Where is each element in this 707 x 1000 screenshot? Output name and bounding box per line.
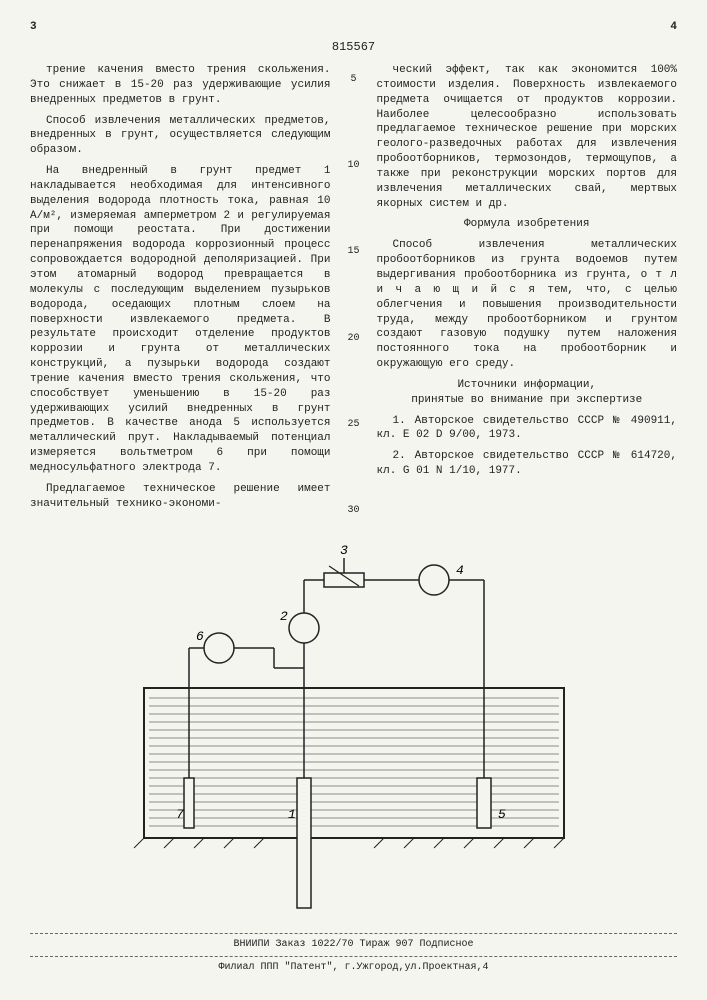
patent-number: 815567 (30, 39, 677, 55)
para: ческий эффект, так как экономится 100% с… (377, 63, 678, 211)
voltmeter-circle (204, 633, 234, 663)
line-numbers-gutter: 5 10 15 20 25 30 (345, 63, 363, 517)
label-4: 4 (456, 563, 464, 578)
page-num-right: 4 (670, 20, 677, 35)
claims-title: Формула изобретения (377, 217, 678, 232)
wires (189, 580, 484, 778)
para: Способ извлечения металлических предмето… (30, 114, 331, 159)
label-6: 6 (196, 629, 204, 644)
para: Предлагаемое техническое решение имеет з… (30, 482, 331, 512)
diagram: 3 4 2 6 7 1 (30, 538, 677, 924)
electrode-7 (184, 778, 194, 828)
footer: ВНИИПИ Заказ 1022/70 Тираж 907 Подписное… (30, 933, 677, 974)
para: Способ извлечения металлических пробоотб… (377, 238, 678, 372)
ammeter-circle (289, 613, 319, 643)
footer-line2: Филиал ППП "Патент", г.Ужгород,ул.Проект… (30, 956, 677, 975)
label-7: 7 (176, 807, 184, 822)
left-column: трение качения вместо трения скольжения.… (30, 63, 331, 517)
label-3: 3 (340, 543, 348, 558)
ground-hatch (134, 838, 564, 848)
reference: 2. Авторское свидетельство СССР № 614720… (377, 449, 678, 479)
para: трение качения вместо трения скольжения.… (30, 63, 331, 108)
text-columns: трение качения вместо трения скольжения.… (30, 63, 677, 517)
line-num: 15 (345, 245, 363, 259)
line-num: 30 (345, 504, 363, 518)
label-5: 5 (498, 807, 506, 822)
line-num: 5 (345, 73, 363, 87)
right-column: ческий эффект, так как экономится 100% с… (377, 63, 678, 517)
schematic-svg: 3 4 2 6 7 1 (114, 538, 594, 918)
anode-5 (477, 778, 491, 828)
page-num-left: 3 (30, 20, 37, 35)
sources-title: Источники информации, принятые во вниман… (377, 378, 678, 408)
footer-line1: ВНИИПИ Заказ 1022/70 Тираж 907 Подписное (30, 938, 677, 952)
para: На внедренный в грунт предмет 1 накладыв… (30, 164, 331, 476)
object-1 (297, 778, 311, 908)
label-1: 1 (288, 807, 296, 822)
label-2: 2 (280, 609, 288, 624)
line-num: 25 (345, 418, 363, 432)
line-num: 10 (345, 159, 363, 173)
reference: 1. Авторское свидетельство СССР № 490911… (377, 414, 678, 444)
line-num: 20 (345, 332, 363, 346)
source-circle (419, 565, 449, 595)
